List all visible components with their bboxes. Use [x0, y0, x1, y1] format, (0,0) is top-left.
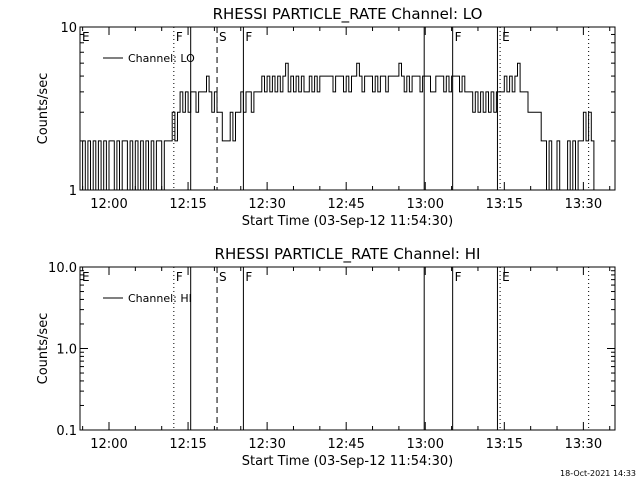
event-marker-label: F — [245, 270, 252, 284]
x-tick-label: 12:15 — [169, 437, 206, 452]
event-marker-label: F — [245, 30, 252, 44]
event-marker-label: F — [455, 30, 462, 44]
x-tick-label: 12:45 — [327, 197, 364, 212]
y-tick-label: 10 — [60, 21, 77, 36]
y-tick-label: 1.0 — [56, 343, 77, 358]
event-marker-label: E — [82, 30, 90, 44]
plot-frame — [79, 26, 616, 191]
x-tick-label: 12:00 — [90, 197, 127, 212]
chart-title: RHESSI PARTICLE_RATE Channel: HI — [215, 245, 481, 264]
event-marker-label: E — [82, 270, 90, 284]
panel-hi: RHESSI PARTICLE_RATE Channel: HI 12:00 12:… — [36, 245, 616, 469]
event-marker-label: E — [502, 30, 510, 44]
chart-title: RHESSI PARTICLE_RATE Channel: LO — [213, 5, 483, 24]
panel-lo: RHESSI PARTICLE_RATE Channel: LO 12:00 12:… — [36, 5, 616, 229]
x-tick-label: 13:30 — [565, 437, 602, 452]
x-tick-label: 13:15 — [486, 437, 523, 452]
x-tick-label: 13:30 — [565, 197, 602, 212]
y-axis-label: Counts/sec — [36, 313, 51, 385]
y-tick-label: 0.1 — [56, 424, 77, 439]
event-marker-label: S — [219, 30, 227, 44]
x-tick-label: 12:15 — [169, 197, 206, 212]
x-tick-label: 12:45 — [327, 437, 364, 452]
y-axis-label: Counts/sec — [36, 73, 51, 145]
legend-label: Channel: LO — [128, 52, 195, 65]
legend-label: Channel: HI — [128, 292, 192, 305]
x-tick-label: 12:30 — [248, 197, 285, 212]
y-tick-label: 10.0 — [48, 261, 77, 276]
y-tick-label: 1 — [69, 184, 77, 199]
event-marker-label: F — [455, 270, 462, 284]
x-tick-label: 13:00 — [407, 437, 444, 452]
event-marker-label: E — [502, 270, 510, 284]
timestamp: 18-Oct-2021 14:33 — [560, 469, 636, 478]
x-axis-label: Start Time (03-Sep-12 11:54:30) — [242, 214, 453, 229]
x-tick-label: 12:00 — [90, 437, 127, 452]
series-line — [80, 62, 600, 191]
event-marker-label: F — [176, 270, 183, 284]
event-marker-label: F — [176, 30, 183, 44]
x-axis-label: Start Time (03-Sep-12 11:54:30) — [242, 454, 453, 469]
event-marker-label: S — [219, 270, 227, 284]
x-tick-label: 12:30 — [248, 437, 285, 452]
x-tick-label: 13:15 — [486, 197, 523, 212]
x-tick-label: 13:00 — [407, 197, 444, 212]
